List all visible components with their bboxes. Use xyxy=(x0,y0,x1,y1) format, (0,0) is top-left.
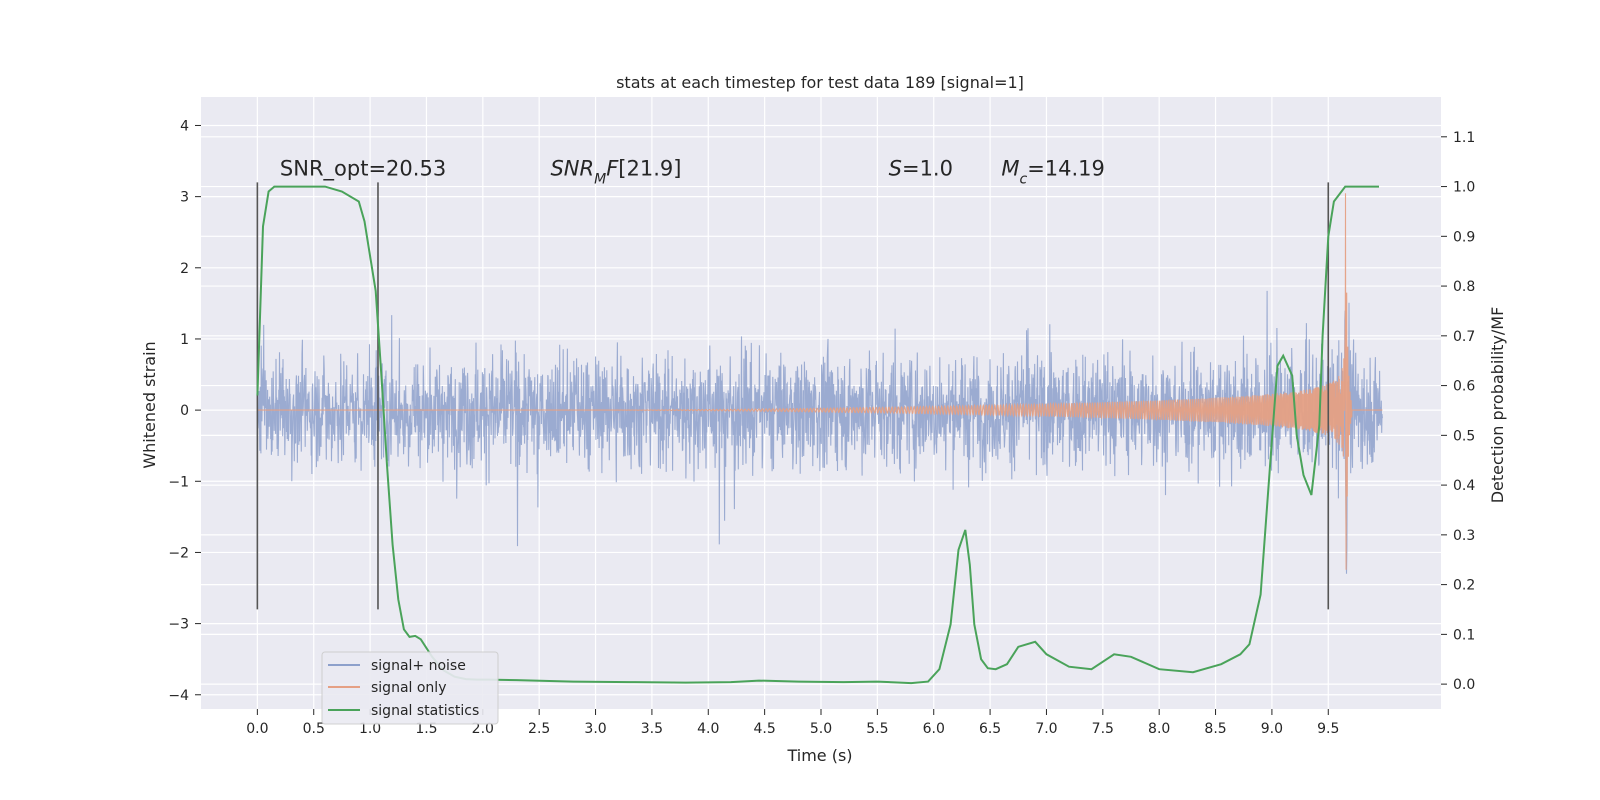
annotation-0: SNR_opt=20.53 xyxy=(280,156,446,181)
y-left-axis-ticks: 4 3 2 1 0 −1 −2 −3 −4 xyxy=(168,118,201,704)
annotation-1: SNRMF[21.9] xyxy=(550,156,681,187)
y-left-tick-label-0: 4 xyxy=(180,118,189,134)
x-axis-label: Time (s) xyxy=(786,746,852,765)
annotation-2: S=1.0 xyxy=(889,156,953,180)
legend: signal+ noise signal only signal statist… xyxy=(321,651,499,725)
legend-entry-noise: signal+ noise xyxy=(371,658,466,674)
x-tick-label-19: 9.5 xyxy=(1317,721,1339,737)
signal-statistics-line xyxy=(256,185,1379,685)
y-left-tick-label-1: 3 xyxy=(180,190,189,206)
legend-entry-signal: signal only xyxy=(371,680,446,696)
y-right-tick-label-0: 1.1 xyxy=(1453,130,1475,146)
y-right-tick-label-1: 1.0 xyxy=(1453,180,1475,196)
x-tick-label-18: 9.0 xyxy=(1261,721,1283,737)
y-right-tick-label-10: 0.1 xyxy=(1453,627,1475,643)
signal-only-line xyxy=(257,193,1383,570)
y-left-tick-label-8: −4 xyxy=(168,688,189,704)
legend-entry-stats: signal statistics xyxy=(371,703,479,719)
x-tick-label-12: 6.0 xyxy=(923,721,945,737)
y-right-axis-label: Detection probability/MF xyxy=(1488,307,1507,504)
y-left-tick-label-3: 1 xyxy=(180,332,189,348)
annotation-3: Mc=14.19 xyxy=(1001,156,1105,187)
annotations: SNR_opt=20.53 SNRMF[21.9] S=1.0 Mc=14.19 xyxy=(280,156,1105,187)
legend-box xyxy=(321,651,499,725)
x-tick-label-5: 2.5 xyxy=(528,721,550,737)
y-left-tick-label-6: −2 xyxy=(168,545,189,561)
y-right-tick-label-11: 0.0 xyxy=(1453,677,1475,693)
series-signal-statistics xyxy=(256,185,1379,685)
chart-title: stats at each timestep for test data 189… xyxy=(616,73,1024,92)
series-signal-only xyxy=(257,193,1383,570)
y-left-tick-label-4: 0 xyxy=(180,403,189,419)
y-right-tick-label-7: 0.4 xyxy=(1453,478,1475,494)
x-tick-label-13: 6.5 xyxy=(979,721,1001,737)
y-left-tick-label-2: 2 xyxy=(180,261,189,277)
x-axis-ticks: 0.0 0.5 1.0 1.5 2.0 2.5 3.0 3.5 4.0 4.5 5.0 5.5 6.0 6… xyxy=(246,709,1339,737)
x-tick-label-16: 8.0 xyxy=(1148,721,1170,737)
y-right-tick-label-6: 0.5 xyxy=(1453,428,1475,444)
y-right-tick-label-2: 0.9 xyxy=(1453,229,1475,245)
y-left-tick-label-5: −1 xyxy=(168,474,189,490)
y-right-tick-label-9: 0.2 xyxy=(1453,578,1475,594)
x-tick-label-6: 3.0 xyxy=(584,721,606,737)
x-tick-label-14: 7.0 xyxy=(1035,721,1057,737)
y-right-axis-ticks: 1.1 1.0 0.9 0.8 0.7 0.6 0.5 0.4 0.3 0.2 0.1 0.0 xyxy=(1441,130,1475,693)
x-tick-label-7: 3.5 xyxy=(641,721,663,737)
x-tick-label-2: 1.0 xyxy=(359,721,381,737)
y-left-axis-label: Whitened strain xyxy=(140,341,159,468)
x-tick-label-15: 7.5 xyxy=(1092,721,1114,737)
x-tick-label-3: 1.5 xyxy=(415,721,437,737)
x-tick-label-0: 0.0 xyxy=(246,721,268,737)
x-tick-label-1: 0.5 xyxy=(303,721,325,737)
y-right-tick-label-8: 0.3 xyxy=(1453,528,1475,544)
y-left-tick-label-7: −3 xyxy=(168,617,189,633)
x-tick-label-11: 5.5 xyxy=(866,721,888,737)
x-tick-label-10: 5.0 xyxy=(810,721,832,737)
x-tick-label-8: 4.0 xyxy=(697,721,719,737)
y-right-tick-label-5: 0.6 xyxy=(1453,379,1475,395)
y-right-tick-label-3: 0.8 xyxy=(1453,279,1475,295)
y-right-tick-label-4: 0.7 xyxy=(1453,329,1475,345)
x-tick-label-4: 2.0 xyxy=(472,721,494,737)
x-tick-label-9: 4.5 xyxy=(754,721,776,737)
x-tick-label-17: 8.5 xyxy=(1204,721,1226,737)
